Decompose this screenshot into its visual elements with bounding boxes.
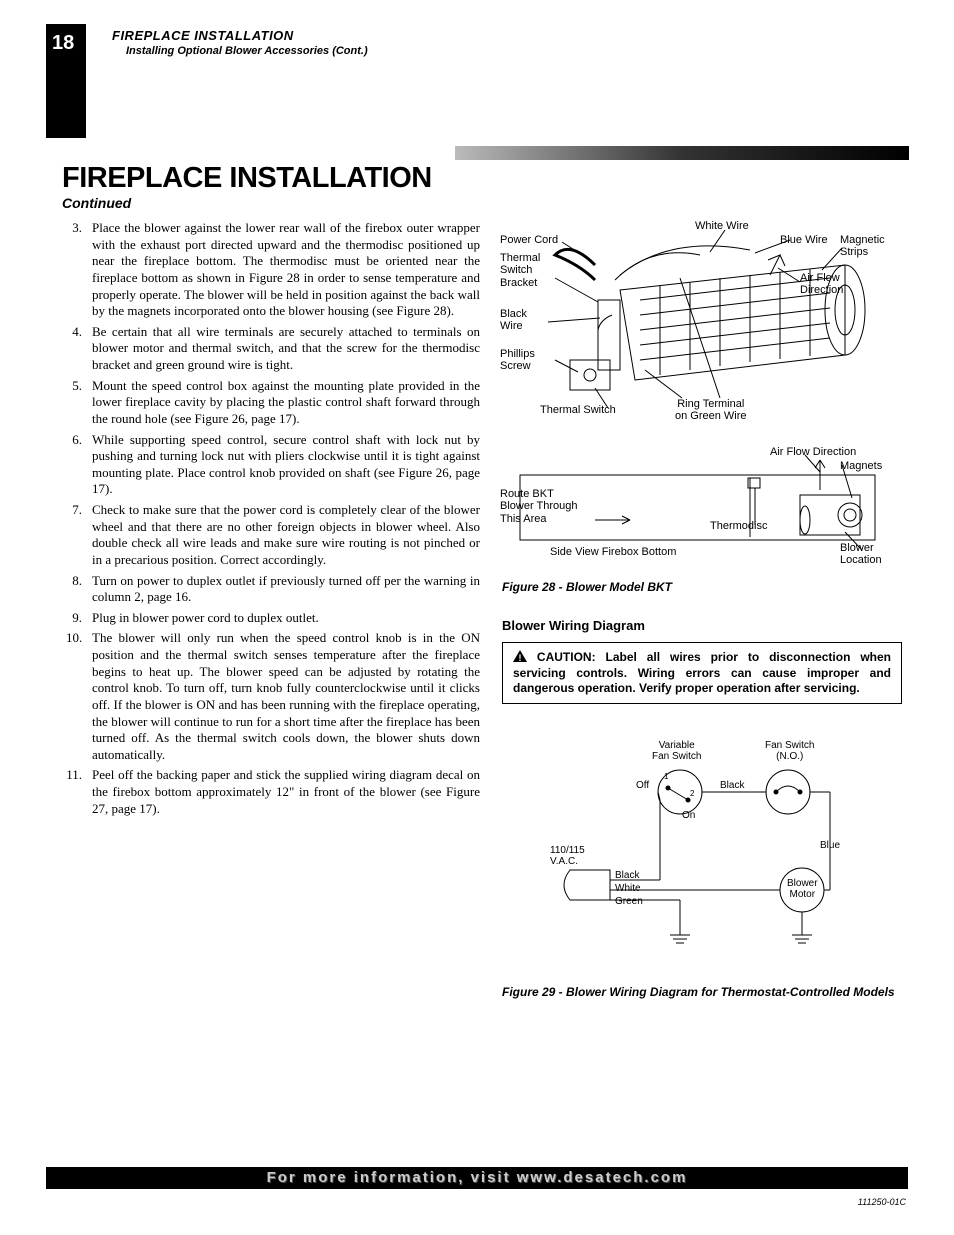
step-text: While supporting speed control, secure c… xyxy=(92,432,480,499)
header-gradient xyxy=(455,146,909,160)
running-header: FIREPLACE INSTALLATION Installing Option… xyxy=(112,28,368,57)
lbl-2: 2 xyxy=(690,790,694,799)
lbl-fan-switch: Fan Switch (N.O.) xyxy=(765,740,814,762)
step-text: Check to make sure that the power cord i… xyxy=(92,502,480,569)
page-subtitle: Continued xyxy=(62,195,131,211)
step-item: 11.Peel off the backing paper and stick … xyxy=(66,767,480,817)
lbl-green: Green xyxy=(615,896,643,907)
step-item: 4.Be certain that all wire terminals are… xyxy=(66,324,480,374)
step-number: 8. xyxy=(66,573,92,606)
step-number: 10. xyxy=(66,630,92,763)
step-number: 4. xyxy=(66,324,92,374)
page-number-box: 18 xyxy=(46,24,86,138)
lbl-black2: Black xyxy=(615,870,639,881)
svg-text:!: ! xyxy=(519,653,522,662)
lbl-thermal-switch-bracket: Thermal Switch Bracket xyxy=(500,252,540,289)
wiring-diagram-title: Blower Wiring Diagram xyxy=(502,618,645,633)
lbl-blower-location: Blower Location xyxy=(840,542,882,567)
step-item: 8.Turn on power to duplex outlet if prev… xyxy=(66,573,480,606)
lbl-route: Route BKT Blower Through This Area xyxy=(500,488,577,525)
lbl-blower-motor: Blower Motor xyxy=(787,878,818,900)
page-title: FIREPLACE INSTALLATION xyxy=(62,162,432,195)
header-line2: Installing Optional Blower Accessories (… xyxy=(126,45,368,57)
lbl-off: Off xyxy=(636,780,649,791)
step-text: Place the blower against the lower rear … xyxy=(92,220,480,320)
footer-bar: For more information, visit www.desatech… xyxy=(46,1167,908,1189)
lbl-blue: Blue xyxy=(820,840,840,851)
lbl-thermal-switch: Thermal Switch xyxy=(540,404,616,416)
step-text: Turn on power to duplex outlet if previo… xyxy=(92,573,480,606)
step-item: 3.Place the blower against the lower rea… xyxy=(66,220,480,320)
lbl-side-view: Side View Firebox Bottom xyxy=(550,546,676,558)
figure-29: Variable Fan Switch Fan Switch (N.O.) Of… xyxy=(540,740,870,960)
lbl-blue-wire: Blue Wire xyxy=(780,234,828,246)
step-text: Mount the speed control box against the … xyxy=(92,378,480,428)
warning-icon: ! xyxy=(513,650,527,666)
step-text: Plug in blower power cord to duplex outl… xyxy=(92,610,480,627)
step-text: The blower will only run when the speed … xyxy=(92,630,480,763)
step-item: 7.Check to make sure that the power cord… xyxy=(66,502,480,569)
lbl-magnets: Magnets xyxy=(840,460,882,472)
step-item: 5.Mount the speed control box against th… xyxy=(66,378,480,428)
step-item: 10.The blower will only run when the spe… xyxy=(66,630,480,763)
step-number: 3. xyxy=(66,220,92,320)
lbl-on: On xyxy=(682,810,695,821)
page-number: 18 xyxy=(52,32,74,54)
figure-28: Power Cord Thermal Switch Bracket Black … xyxy=(500,220,900,570)
step-number: 5. xyxy=(66,378,92,428)
header-line1: FIREPLACE INSTALLATION xyxy=(112,28,368,43)
lbl-power-cord: Power Cord xyxy=(500,234,558,246)
lbl-air-flow: Air Flow Direction xyxy=(800,272,843,297)
lbl-magnetic-strips: Magnetic Strips xyxy=(840,234,885,259)
lbl-vac: 110/115 V.A.C. xyxy=(550,845,585,867)
step-item: 6.While supporting speed control, secure… xyxy=(66,432,480,499)
step-number: 6. xyxy=(66,432,92,499)
step-number: 7. xyxy=(66,502,92,569)
lbl-variable: Variable Fan Switch xyxy=(652,740,701,762)
lbl-black-wire: Black Wire xyxy=(500,308,527,333)
figure-28-caption: Figure 28 - Blower Model BKT xyxy=(502,580,672,594)
lbl-ring-terminal: Ring Terminal on Green Wire xyxy=(675,398,747,423)
lbl-phillips-screw: Phillips Screw xyxy=(500,348,535,373)
caution-label: CAUTION: xyxy=(537,650,596,664)
document-id: 111250-01C xyxy=(858,1197,906,1207)
caution-box: ! CAUTION: Label all wires prior to disc… xyxy=(502,642,902,704)
step-text: Be certain that all wire terminals are s… xyxy=(92,324,480,374)
step-number: 11. xyxy=(66,767,92,817)
step-item: 9.Plug in blower power cord to duplex ou… xyxy=(66,610,480,627)
step-text: Peel off the backing paper and stick the… xyxy=(92,767,480,817)
step-number: 9. xyxy=(66,610,92,627)
lbl-white-wire: White Wire xyxy=(695,220,749,232)
step-list: 3.Place the blower against the lower rea… xyxy=(66,220,480,821)
figure-29-caption: Figure 29 - Blower Wiring Diagram for Th… xyxy=(502,985,902,1000)
lbl-black: Black xyxy=(720,780,744,791)
lbl-air-flow2: Air Flow Direction xyxy=(770,446,856,458)
lbl-white: White xyxy=(615,883,641,894)
lbl-thermodisc: Thermodisc xyxy=(710,520,767,532)
lbl-1: 1 xyxy=(664,773,668,782)
